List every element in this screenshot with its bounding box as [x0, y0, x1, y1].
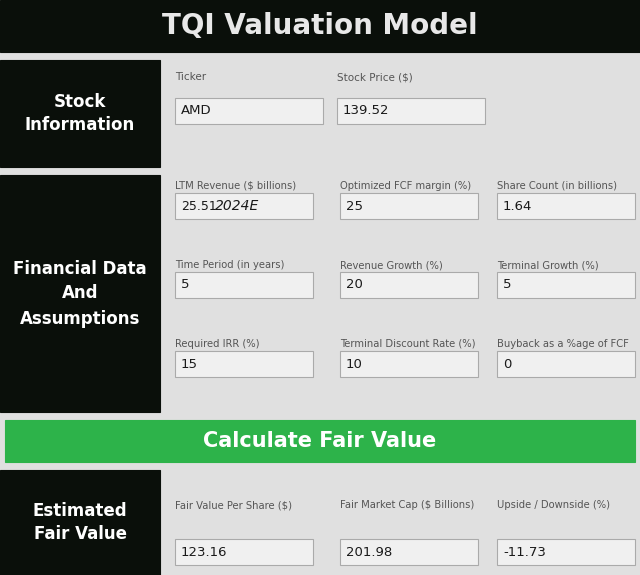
Bar [0, 470, 640, 575]
Text: 1.64: 1.64 [503, 200, 532, 213]
Text: 25.51: 25.51 [181, 200, 217, 213]
Bar [175, 98, 323, 124]
Text: 5: 5 [181, 278, 189, 292]
Text: Buyback as a %age of FCF: Buyback as a %age of FCF [497, 339, 629, 349]
Text: LTM Revenue ($ billions): LTM Revenue ($ billions) [175, 181, 296, 191]
Text: 123.16: 123.16 [181, 546, 227, 558]
Text: 139.52: 139.52 [343, 105, 390, 117]
Bar [0, 60, 160, 167]
Text: Share Count (in billions): Share Count (in billions) [497, 181, 617, 191]
Bar [0, 175, 160, 412]
Text: 15: 15 [181, 358, 198, 370]
Bar [175, 539, 313, 565]
Text: Required IRR (%): Required IRR (%) [175, 339, 259, 349]
Bar [497, 539, 635, 565]
Bar [5, 420, 635, 462]
Text: 2024E: 2024E [215, 199, 259, 213]
Text: 25: 25 [346, 200, 363, 213]
Text: 5: 5 [503, 278, 511, 292]
Bar [340, 272, 478, 298]
Bar [0, 0, 640, 52]
Text: 10: 10 [346, 358, 363, 370]
Text: Stock
Information: Stock Information [25, 93, 135, 135]
Text: 20: 20 [346, 278, 363, 292]
Bar [340, 351, 478, 377]
Text: Fair Value Per Share ($): Fair Value Per Share ($) [175, 500, 292, 510]
Text: Financial Data
And
Assumptions: Financial Data And Assumptions [13, 259, 147, 328]
Text: Stock Price ($): Stock Price ($) [337, 72, 413, 82]
Text: TQI Valuation Model: TQI Valuation Model [162, 12, 478, 40]
Text: -11.73: -11.73 [503, 546, 546, 558]
Text: AMD: AMD [181, 105, 212, 117]
Text: Fair Market Cap ($ Billions): Fair Market Cap ($ Billions) [340, 500, 474, 510]
Bar [175, 272, 313, 298]
Bar [340, 539, 478, 565]
Bar [0, 175, 640, 412]
Text: Terminal Growth (%): Terminal Growth (%) [497, 260, 598, 270]
Text: Optimized FCF margin (%): Optimized FCF margin (%) [340, 181, 471, 191]
Text: 201.98: 201.98 [346, 546, 392, 558]
Bar [497, 272, 635, 298]
Text: Time Period (in years): Time Period (in years) [175, 260, 284, 270]
Bar [175, 351, 313, 377]
Text: Upside / Downside (%): Upside / Downside (%) [497, 500, 610, 510]
Text: Terminal Discount Rate (%): Terminal Discount Rate (%) [340, 339, 476, 349]
Bar [0, 470, 160, 575]
Bar [340, 193, 478, 219]
Bar [497, 193, 635, 219]
Text: Estimated
Fair Value: Estimated Fair Value [33, 502, 127, 543]
Bar [337, 98, 485, 124]
Bar [0, 60, 640, 167]
Text: Ticker: Ticker [175, 72, 206, 82]
Bar [497, 351, 635, 377]
Bar [175, 193, 313, 219]
Text: Calculate Fair Value: Calculate Fair Value [204, 431, 436, 451]
Text: Revenue Growth (%): Revenue Growth (%) [340, 260, 443, 270]
Text: 0: 0 [503, 358, 511, 370]
